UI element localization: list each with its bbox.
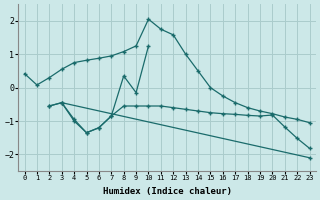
X-axis label: Humidex (Indice chaleur): Humidex (Indice chaleur): [103, 187, 232, 196]
